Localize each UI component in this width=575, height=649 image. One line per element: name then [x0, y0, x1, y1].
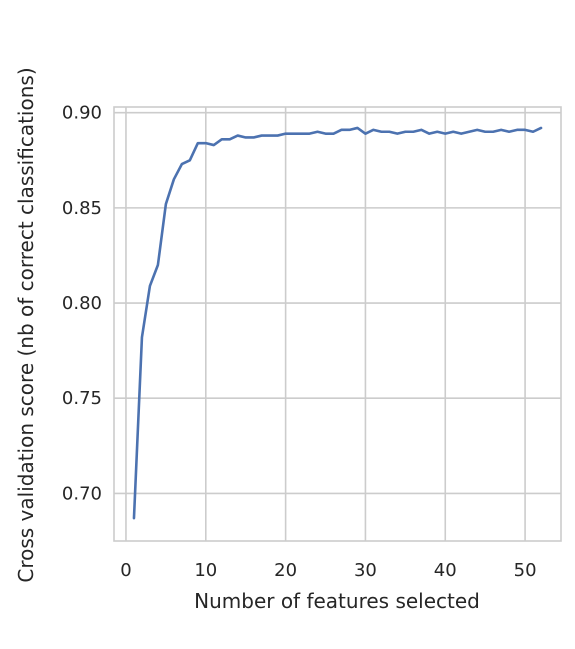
cv-score-line — [132, 126, 543, 520]
y-tick-labels: 0.70 0.75 0.80 0.85 0.90 — [62, 103, 102, 505]
y-tick-label: 0.75 — [62, 388, 102, 409]
y-gridlines — [114, 111, 561, 495]
x-tick-label: 30 — [354, 560, 377, 581]
x-tick-label: 40 — [434, 560, 457, 581]
x-tick-label: 0 — [120, 560, 131, 581]
x-gridlines — [125, 107, 526, 541]
x-tick-label: 20 — [274, 560, 297, 581]
x-tick-labels: 0 10 20 30 40 50 — [120, 560, 536, 581]
x-axis-label: Number of features selected — [194, 589, 480, 613]
y-axis-label: Cross validation score (nb of correct cl… — [14, 67, 38, 582]
y-tick-label: 0.80 — [62, 293, 102, 314]
x-tick-label: 10 — [194, 560, 217, 581]
x-tick-label: 50 — [514, 560, 537, 581]
y-tick-label: 0.70 — [62, 483, 102, 504]
plot-area-frame — [113, 106, 562, 542]
y-tick-label: 0.85 — [62, 198, 102, 219]
y-tick-label: 0.90 — [62, 103, 102, 124]
